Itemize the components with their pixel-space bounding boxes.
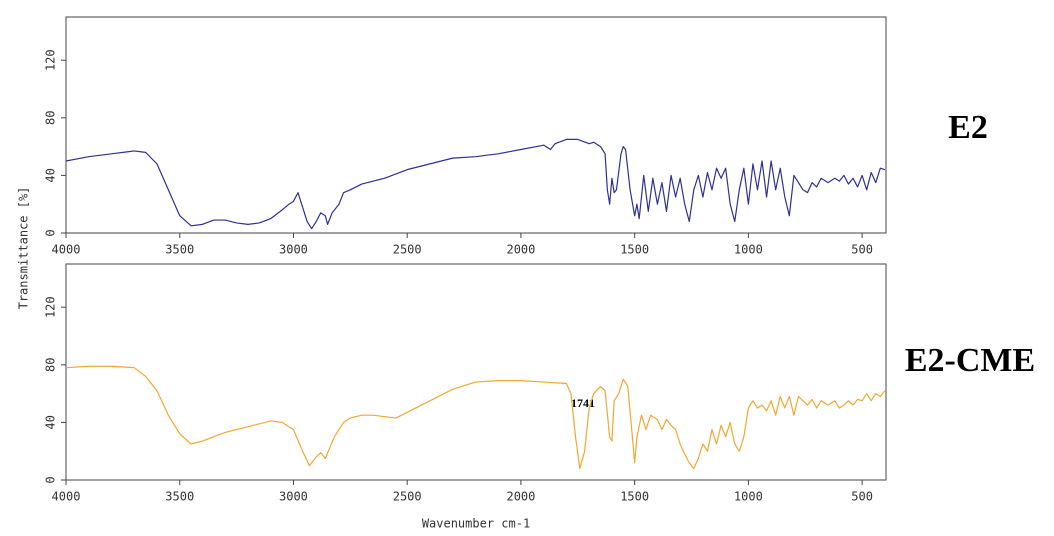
panel-label: E2 [948,109,988,146]
plot-frame [65,16,887,234]
x-tick-label: 2500 [393,490,422,504]
x-tick-label: 1500 [620,490,649,504]
y-tick-label: 40 [44,415,58,429]
y-tick-label: 40 [44,168,58,182]
plot-frame [65,263,887,481]
y-tick-label: 0 [44,229,58,236]
y-axis-label: Transmittance [%] [17,187,31,310]
x-tick-label: 4000 [52,490,81,504]
x-tick-label: 500 [851,243,873,257]
x-tick-label: 3500 [165,243,194,257]
x-tick-label: 1500 [620,243,649,257]
y-tick-label: 80 [44,111,58,125]
y-tick-label: 120 [44,296,58,318]
y-tick-label: 120 [44,49,58,71]
y-tick-label: 80 [44,358,58,372]
x-tick-label: 3000 [279,243,308,257]
y-tick-label: 0 [44,476,58,483]
x-tick-label: 2000 [506,490,535,504]
x-tick-label: 4000 [52,243,81,257]
x-axis-label: Wavenumber cm-1 [422,517,530,531]
x-tick-label: 3000 [279,490,308,504]
spectrum-line [65,365,886,470]
x-tick-label: 3500 [165,490,194,504]
x-tick-label: 2500 [393,243,422,257]
x-tick-label: 500 [851,490,873,504]
peak-annotation: 1741 [571,396,595,410]
panel-label: E2-CME [905,342,1035,379]
x-tick-label: 2000 [506,243,535,257]
x-tick-label: 1000 [734,243,763,257]
spectrum-line [65,138,886,230]
x-tick-label: 1000 [734,490,763,504]
